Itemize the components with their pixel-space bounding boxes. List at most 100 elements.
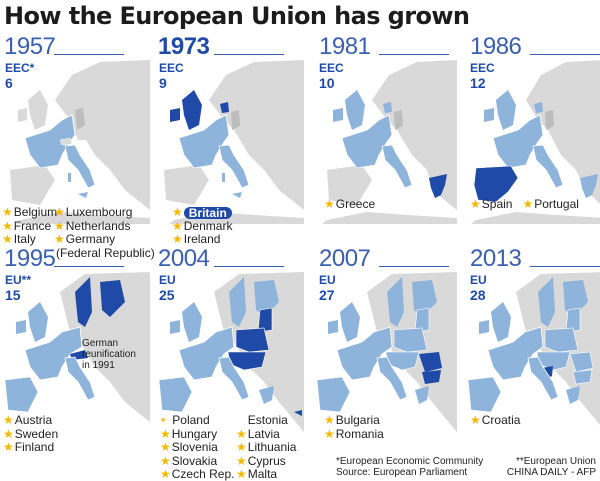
year-rule	[54, 54, 124, 55]
member-count: 10	[319, 75, 335, 91]
year-label: 2007	[319, 245, 371, 272]
new-members-list: ★ Greece	[324, 197, 376, 212]
footnote-eu: **European Union	[515, 456, 596, 467]
panel-1957: 1957 EEC* 6 ★ Belgium ★ France ★ Italy ★ Lux…	[0, 33, 155, 260]
europe-map-1957	[10, 60, 150, 224]
year-label: 1995	[4, 245, 56, 272]
member-item: ★ Netherlands	[54, 218, 131, 233]
member-item: ★ Germany	[54, 232, 116, 246]
year-label: 1981	[319, 33, 371, 60]
star-icon: ★	[160, 440, 171, 454]
member-item: ★ Slovakia	[160, 453, 218, 468]
star-icon: ★	[160, 467, 171, 481]
member-item: ★ Belgium	[2, 205, 58, 219]
star-icon: ★	[54, 218, 65, 233]
europe-map-2007	[316, 272, 457, 432]
star-icon: ★	[324, 413, 335, 427]
panel-1995: 1995 EU** 15 German reunification in 199…	[0, 246, 150, 466]
year-rule	[214, 54, 284, 55]
member-item: ★ Slovenia	[160, 440, 218, 454]
panel-1981: 1981 EEC 10 ★ Greece	[307, 34, 457, 254]
star-icon: ★	[3, 426, 14, 441]
member-item: ★ Britain	[172, 205, 232, 220]
star-icon: ★	[172, 218, 183, 233]
new-members-list: ★ Poland ★ Hungary ★ Slovenia ★ Slovakia ★ Cz…	[160, 413, 235, 481]
new-members-list: ★ Britain ★ Denmark ★ Ireland	[172, 205, 233, 247]
member-count: 9	[159, 75, 167, 91]
new-members-list: ★ Croatia	[470, 413, 521, 428]
member-item: ★ Spain	[470, 197, 513, 211]
member-item: ★ Lithuania	[236, 440, 297, 454]
member-count: 6	[5, 75, 13, 91]
year-rule	[530, 54, 600, 55]
reunification-annotation: German reunification in 1991	[82, 338, 136, 371]
star-icon: ★	[3, 440, 14, 454]
star-icon: ★	[54, 232, 65, 246]
member-item: ★ Romania	[324, 426, 384, 441]
member-count: 27	[319, 287, 335, 303]
year-rule	[214, 266, 284, 267]
member-item: ★ Finland	[3, 440, 55, 454]
year-rule	[379, 266, 449, 267]
star-icon: ★	[54, 205, 65, 219]
new-members-list: ★ Spain ★ Portugal	[470, 197, 579, 212]
year-rule	[379, 54, 449, 55]
year-rule	[530, 266, 600, 267]
year-label: 2013	[470, 245, 522, 272]
star-icon: ★	[172, 205, 183, 219]
member-item: ★ Austria	[3, 413, 53, 427]
year-label: 1986	[470, 33, 522, 60]
member-item: ★ Czech Rep.	[160, 467, 235, 481]
member-item: ★Estonia	[247, 413, 288, 427]
organization-label: EEC	[470, 61, 495, 75]
member-item: ★ Malta	[236, 467, 278, 481]
member-item: ★ Poland	[160, 413, 210, 427]
europe-map-1995	[4, 272, 150, 422]
footnote-eec: *European Economic Community	[336, 456, 484, 467]
organization-label: EU	[319, 273, 336, 287]
europe-map-2004	[158, 272, 304, 432]
star-icon: ★	[522, 197, 534, 211]
star-icon: ★	[172, 232, 183, 246]
panel-2004: 2004 EU 25 ★ Poland ★ Hungary ★ Slovenia ★ S…	[154, 246, 304, 481]
year-rule	[54, 266, 124, 267]
highlighted-member: Britain	[183, 206, 232, 219]
organization-label: EEC	[319, 61, 344, 75]
star-icon: ★	[236, 467, 247, 481]
panel-2007: 2007 EU 27 ★ Bulgaria ★ Romania	[307, 246, 457, 466]
star-icon: ★	[2, 232, 13, 246]
member-item: ★ Sweden	[3, 426, 59, 441]
star-icon: ★	[160, 417, 167, 424]
star-icon: ★	[324, 426, 335, 441]
star-icon: ★	[470, 413, 481, 427]
panel-1973: 1973 EEC 9 ★ Britain ★ Denmark ★ Ireland	[154, 34, 304, 254]
panel-1986: 1986 EEC 12 ★ Spain ★ Portugal	[456, 34, 600, 254]
member-count: 25	[159, 287, 175, 303]
organization-label: EU	[159, 273, 176, 287]
new-members-list-col2: ★ Luxembourg ★ Netherlands ★ Germany (Feder…	[54, 205, 155, 260]
member-item: ★ Denmark	[172, 218, 233, 233]
star-icon: ★	[160, 426, 171, 441]
member-item: ★ Italy	[2, 232, 36, 246]
panel-2013: 2013 EU 28 ★ Croatia	[456, 246, 600, 466]
organization-label: EU**	[5, 273, 32, 287]
member-count: 28	[470, 287, 486, 303]
member-count: 12	[470, 75, 486, 91]
member-item: ★ Bulgaria	[324, 413, 380, 427]
member-item: ★ Portugal	[522, 197, 579, 211]
star-icon: ★	[470, 197, 481, 211]
star-icon: ★	[324, 197, 335, 211]
new-members-list: ★ Bulgaria ★ Romania	[324, 413, 384, 441]
year-label: 1957	[4, 33, 56, 60]
star-icon: ★	[2, 205, 13, 219]
member-item: ★ France	[2, 218, 52, 233]
member-item: ★ Croatia	[470, 413, 521, 427]
star-icon: ★	[236, 453, 247, 468]
source-label: Source: European Parliament	[336, 467, 468, 478]
star-icon: ★	[236, 426, 247, 441]
member-item: ★ Greece	[324, 197, 376, 211]
credit-label: CHINA DAILY - AFP	[506, 467, 596, 478]
member-item: ★ Latvia	[236, 426, 280, 441]
member-sub-note: (Federal Republic)	[56, 245, 155, 260]
star-icon: ★	[2, 218, 13, 233]
